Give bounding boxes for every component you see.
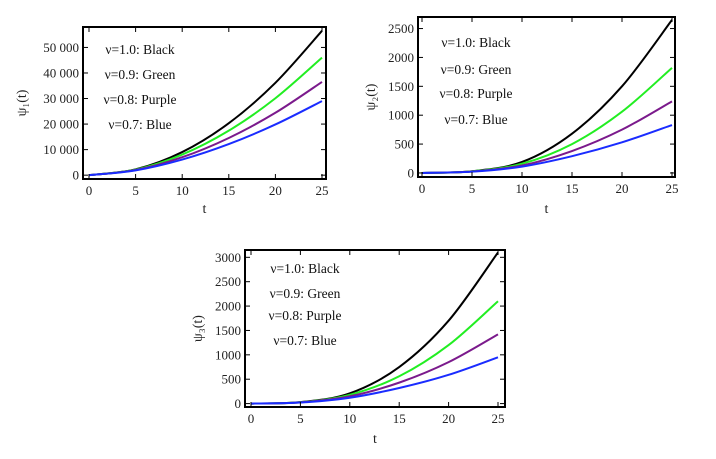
y-tick-label: 2000 (388, 50, 414, 65)
y-axis-label: ψ₃(t) (191, 315, 206, 342)
legend-entry: ν=1.0: Black (441, 35, 510, 50)
y-tick-label: 10 000 (43, 142, 79, 157)
plot-frame (417, 16, 676, 178)
x-tick-label: 15 (393, 411, 406, 426)
x-tick-label: 0 (248, 411, 255, 426)
x-tick-label: 0 (419, 181, 426, 196)
y-tick-label: 0 (73, 168, 80, 183)
legend-entry: ν=0.9: Green (441, 62, 512, 77)
y-tick-label: 0 (235, 396, 242, 411)
x-tick-label: 5 (297, 411, 304, 426)
y-tick-label: 0 (408, 165, 415, 180)
plot-frame (82, 26, 327, 180)
x-tick-label: 10 (176, 183, 189, 198)
y-axis-label: ψ₂(t) (364, 83, 379, 110)
y-tick-label: 500 (395, 137, 415, 152)
series-line-4 (88, 100, 323, 177)
legend-entry: ν=1.0: Black (105, 42, 174, 57)
legend-entry: ν=0.9: Green (270, 286, 341, 301)
series-line-4 (421, 124, 673, 174)
legend-entry: ν=1.0: Black (270, 261, 339, 276)
x-tick-label: 25 (666, 181, 679, 196)
x-axis-label: t (203, 202, 207, 217)
x-tick-label: 20 (269, 183, 282, 198)
legend-entry: ν=0.7: Blue (273, 333, 336, 348)
y-tick-label: 2500 (388, 21, 414, 36)
y-tick-label: 50 000 (43, 40, 79, 55)
x-tick-label: 25 (316, 183, 329, 198)
x-tick-label: 10 (516, 181, 529, 196)
x-tick-label: 20 (442, 411, 455, 426)
y-tick-label: 1500 (388, 79, 414, 94)
series-line-4 (250, 356, 499, 405)
x-tick-label: 15 (566, 181, 579, 196)
y-tick-label: 1000 (215, 347, 241, 362)
x-axis-label: t (373, 432, 377, 447)
plot-frame (244, 249, 506, 408)
legend-entry: ν=0.9: Green (105, 67, 176, 82)
x-tick-label: 5 (132, 183, 139, 198)
x-tick-label: 25 (492, 411, 505, 426)
x-tick-label: 10 (343, 411, 356, 426)
y-tick-label: 2000 (215, 299, 241, 314)
x-tick-label: 20 (616, 181, 629, 196)
legend-entry: ν=0.7: Blue (108, 117, 171, 132)
x-axis-label: t (545, 202, 549, 217)
legend-entry: ν=0.7: Blue (444, 112, 507, 127)
y-tick-label: 1000 (388, 108, 414, 123)
legend-entry: ν=0.8: Purple (269, 308, 342, 323)
y-tick-label: 20 000 (43, 117, 79, 132)
y-tick-label: 30 000 (43, 91, 79, 106)
x-tick-label: 5 (469, 181, 476, 196)
legend-entry: ν=0.8: Purple (104, 92, 177, 107)
y-tick-label: 500 (222, 372, 242, 387)
y-tick-label: 3000 (215, 250, 241, 265)
y-tick-label: 2500 (215, 274, 241, 289)
x-tick-label: 0 (86, 183, 93, 198)
x-tick-label: 15 (222, 183, 235, 198)
chart-3: 0 5 10 15 20 25 0 500 1000 1500 2000 2500 3000 t ψ₃(t)… (191, 249, 506, 447)
legend-entry: ν=0.8: Purple (440, 86, 513, 101)
chart-2: 0 5 10 15 20 25 0 500 1000 1500 2000 2500 t ψ₂(t) ν=1.… (364, 16, 679, 217)
chart-1: 0 5 10 15 20 25 0 10 000 20 000 30 000 40 000 50 00… (15, 26, 329, 217)
y-tick-label: 40 000 (43, 65, 79, 80)
y-axis-label: ψ₁(t) (15, 89, 30, 116)
y-tick-label: 1500 (215, 323, 241, 338)
